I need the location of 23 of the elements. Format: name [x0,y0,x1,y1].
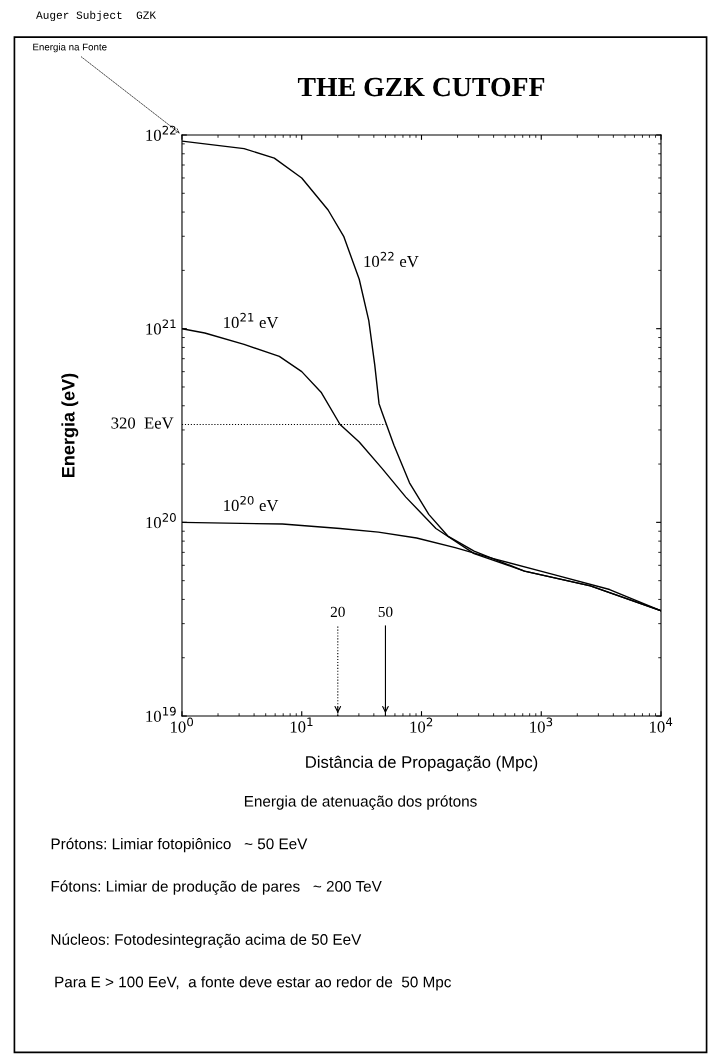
ref-line-label: 20 [330,606,345,618]
y-tick-label: 10$^{21}$ [146,319,176,335]
x-tick-label: 10$^{1}$ [290,717,313,733]
text: Energia na Fonte [33,43,107,53]
x-axis-title: Distância de Propagação (Mpc) [306,755,538,772]
text: Energia de atenuação dos prótons [244,795,477,810]
ref-line-label: 320 EeV [111,417,174,429]
x-tick-label: 10$^{3}$ [530,717,553,733]
x-tick-label: 10$^{2}$ [410,717,433,733]
annotation: 10$^{21}$ eV [224,312,279,329]
text: Núcleos: Fotodesintegração acima de 50 EeV [51,933,362,948]
y-axis-title: Energia (eV) [61,373,79,477]
annotation: 10$^{20}$ eV [224,495,279,512]
ref-line-label: 50 [378,606,393,618]
y-tick-label: 10$^{22}$ [146,125,176,141]
text: Prótons: Limiar fotopiônico ~ 50 EeV [51,837,308,853]
text: Auger Subject GZK [36,10,157,22]
text: Fótons: Limiar de produção de pares ~ 200 TeV [51,880,382,895]
annotation: 10$^{22}$ eV [364,251,419,268]
y-tick-label: 10$^{20}$ [146,513,176,529]
text: Para E > 100 EeV, a fonte deve estar ao redor de 50 Mpc [55,976,452,991]
chart-title: THE GZK CUTOFF [297,77,545,97]
x-tick-label: 10$^{4}$ [650,717,673,733]
